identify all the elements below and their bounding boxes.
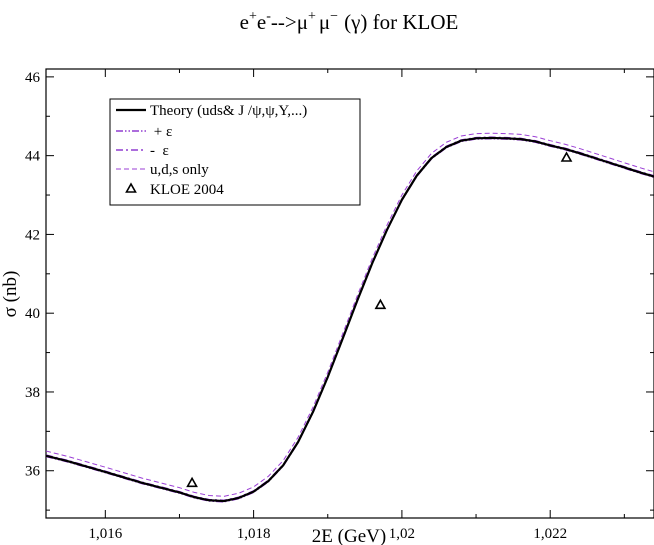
legend-label-plus-eps: + ε — [150, 124, 172, 140]
legend-marker-kloe — [125, 182, 137, 193]
series-layer — [46, 132, 654, 503]
y-tick-label: 46 — [25, 70, 41, 86]
y-tick-label: 38 — [25, 385, 40, 401]
x-axis-label: 2E (GeV) — [312, 526, 386, 545]
legend-label-kloe: KLOE 2004 — [150, 182, 224, 198]
y-axis-label: σ (nb) — [0, 271, 21, 318]
y-tick-label: 36 — [25, 464, 41, 480]
legend-label-minus-eps: - ε — [150, 143, 169, 159]
legend: Theory (uds& J /ψ,ψ,Υ,...) + ε - ε u,d,s… — [109, 98, 361, 206]
legend-label-uds: u,d,s only — [150, 162, 209, 178]
x-tick-label: 1,022 — [533, 526, 567, 542]
x-tick-label: 1,018 — [237, 526, 271, 542]
plot-frame — [45, 68, 654, 519]
chart-title: e+e--->μ+ μ− (γ) for KLOE — [240, 9, 459, 34]
y-tick-label: 40 — [25, 306, 40, 322]
y-tick-label: 42 — [25, 227, 40, 243]
kloe-point — [374, 298, 387, 310]
data-points — [186, 151, 573, 488]
series-line-3 — [46, 132, 654, 497]
legend-box — [109, 98, 361, 206]
kloe-point — [186, 476, 198, 488]
x-tick-label: 1,016 — [88, 526, 122, 542]
x-tick-label: 1,02 — [389, 526, 415, 542]
kloe-point — [560, 151, 573, 162]
series-line-0 — [46, 136, 654, 503]
axis-ticks: 1,016 1,018 1,02 1,022 36 38 40 42 44 46 — [25, 69, 654, 542]
legend-label-theory: Theory (uds& J /ψ,ψ,Υ,...) — [150, 103, 307, 119]
y-tick-label: 44 — [25, 149, 41, 165]
